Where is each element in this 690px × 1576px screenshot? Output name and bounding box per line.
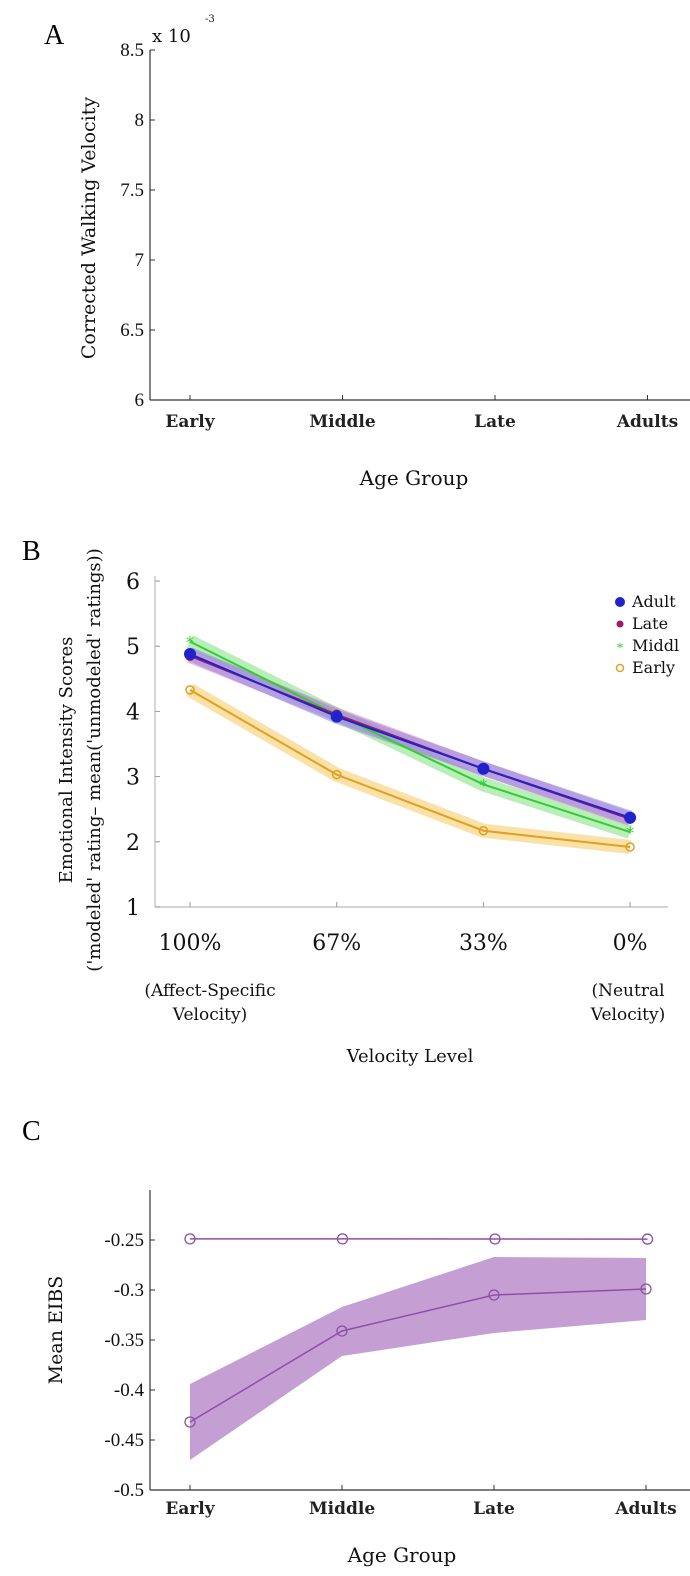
- panel-b-legend-label: Late: [632, 614, 668, 633]
- panel-c-data-point: [640, 1283, 652, 1295]
- panel-c-xtick-label: Late: [473, 1499, 515, 1519]
- panel-a-ylabel: Corrected Walking Velocity: [78, 97, 100, 360]
- panel-b-ytick-label: 6: [126, 570, 140, 595]
- panel-c-ytick-label: -0.3: [114, 1280, 144, 1301]
- panel-a-xtick-label: Early: [165, 412, 215, 432]
- panel-c-ylabel: Mean EIBS: [45, 1276, 67, 1385]
- panel-b-line-adult: [189, 653, 631, 819]
- panel-b: B Velocity Level Emotional Intensity Sco…: [22, 536, 679, 1067]
- panel-b-point-early: [331, 769, 342, 780]
- panel-a-data-point: [184, 1233, 196, 1245]
- panel-c-xtick-label: Middle: [309, 1499, 376, 1519]
- panel-b-xtick-label: 67%: [312, 931, 361, 956]
- panel-b-xtick-label: 100%: [159, 931, 222, 956]
- panel-b-ylabel-line1: Emotional Intensity Scores: [56, 637, 77, 884]
- panel-b-ytick-label: 3: [126, 766, 140, 791]
- panel-b-letter: B: [22, 536, 41, 567]
- panel-b-ytick-label: 5: [126, 635, 140, 660]
- panel-b-band-early: [186, 683, 631, 854]
- panel-c-data-point: [336, 1325, 348, 1337]
- panel-a-ytick-label: 7: [135, 250, 145, 271]
- panel-a: A x 10 -3 Age Group Corrected Walking Ve…: [44, 14, 690, 1245]
- panel-a-xtick-label: Adults: [616, 412, 678, 432]
- panel-b-point-adult: [184, 648, 196, 661]
- panel-a-ytick-label: 6: [135, 390, 145, 411]
- panel-a-scale-exponent: -3: [205, 14, 215, 25]
- panel-b-line-middl: [189, 640, 631, 833]
- panel-b-legend-label: Middl: [632, 636, 679, 655]
- panel-c-xlabel: Age Group: [347, 1543, 457, 1567]
- panel-c-xtick-label: Adults: [614, 1499, 676, 1519]
- panel-a-data-point: [336, 1233, 349, 1245]
- panel-a-ytick-label: 6.5: [120, 320, 144, 341]
- panel-c-ytick-label: -0.45: [104, 1430, 144, 1451]
- panel-b-xtick-sublabel: Velocity): [590, 1005, 665, 1025]
- panel-c-xtick-label: Early: [165, 1499, 215, 1519]
- panel-a-xtick-label: Middle: [309, 412, 376, 432]
- panel-b-xlabel: Velocity Level: [346, 1046, 474, 1067]
- panel-b-point-early: [185, 685, 195, 695]
- panel-a-ytick-label: 8.5: [120, 40, 144, 61]
- panel-c: C Age Group Mean EIBS -0.5 -0.45 -0.4 -0.35…: [22, 1116, 690, 1567]
- panel-b-legend-label: Early: [632, 658, 675, 677]
- panel-b-point-middl: *: [479, 775, 487, 794]
- panel-b-xtick-sublabel: Velocity): [172, 1005, 247, 1025]
- panel-a-ytick-label: 7.5: [120, 180, 144, 201]
- panel-b-point-middl: *: [186, 633, 194, 652]
- panel-b-legend-marker: [615, 663, 625, 673]
- panel-b-legend-label: Adult: [631, 592, 676, 611]
- panel-b-ytick-label: 1: [126, 896, 140, 921]
- panel-a-ytick-label: 8: [135, 110, 145, 131]
- panel-a-letter: A: [44, 20, 65, 51]
- panel-a-xtick-label: Late: [474, 412, 516, 432]
- panel-b-point-adult: [477, 762, 490, 775]
- panel-b-ytick-label: 4: [126, 700, 140, 725]
- panel-a-data-point: [489, 1233, 501, 1245]
- panel-a-scale-label: x 10: [152, 26, 191, 47]
- panel-b-point-early: [478, 825, 489, 836]
- panel-b-line-early: [189, 689, 631, 849]
- panel-a-data-point: [641, 1233, 654, 1245]
- panel-b-legend-marker: [616, 620, 624, 628]
- panel-c-letter: C: [22, 1116, 41, 1147]
- panel-b-ylabel-line2: ('modeled' rating– mean('unmodeled' rati…: [84, 548, 105, 971]
- panel-b-xtick-sublabel: (Neutral: [591, 981, 664, 1001]
- panel-b-point-middl: *: [626, 823, 634, 842]
- panel-c-data-point: [488, 1289, 500, 1301]
- panel-c-series-line: [189, 1288, 647, 1423]
- panel-c-data-point: [184, 1416, 196, 1428]
- panel-b-xtick-sublabel: (Affect-Specific: [144, 981, 275, 1001]
- panel-b-point-adult: [624, 811, 637, 824]
- panel-c-confidence-band: [190, 1257, 646, 1460]
- panel-a-xlabel: Age Group: [359, 466, 469, 490]
- panel-b-xtick-label: 0%: [613, 931, 648, 956]
- panel-c-ytick-label: -0.5: [114, 1480, 144, 1501]
- panel-b-point-adult: [330, 710, 343, 723]
- panel-b-legend-marker: *: [617, 641, 624, 656]
- panel-b-ytick-label: 2: [126, 831, 140, 856]
- panel-c-ytick-label: -0.35: [104, 1330, 144, 1351]
- panel-b-legend-marker: [615, 597, 625, 607]
- panel-c-ytick-label: -0.4: [114, 1380, 145, 1401]
- panel-b-xtick-label: 33%: [459, 931, 508, 956]
- panel-c-ytick-label: -0.25: [104, 1230, 144, 1251]
- panel-b-point-early: [625, 842, 635, 852]
